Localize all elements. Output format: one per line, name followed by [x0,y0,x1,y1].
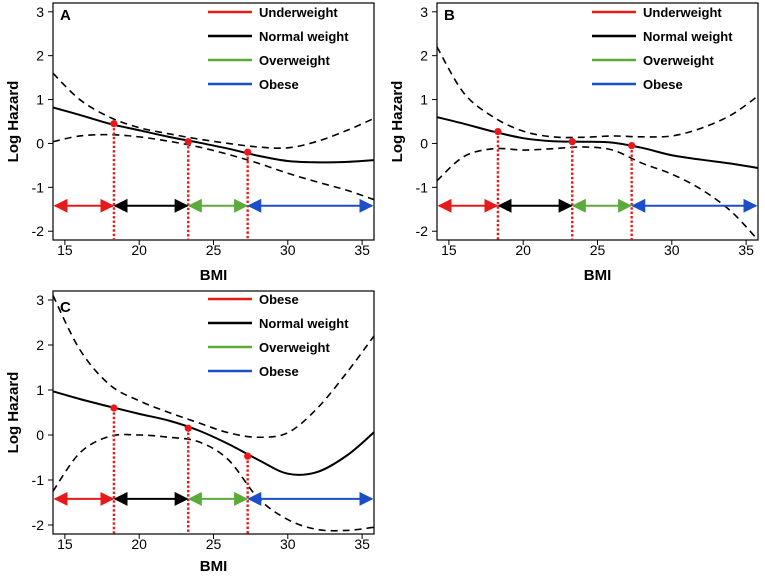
panel-c: 15 20 25 30 35 3 2 1 0 -1 -2 BMI Log Hazard C Obese Nor… [5,290,375,575]
x-tick-label: 35 [354,242,370,258]
legend-label: Normal weight [643,29,733,44]
series-line-estimate [53,390,374,476]
x-axis-label: BMI [584,267,612,284]
y-tick-label: 3 [36,292,44,308]
legend-label: Obese [259,292,299,307]
series-line-lower [437,146,758,240]
x-tick-label: 20 [131,242,147,258]
legend-label: Normal weight [259,29,349,44]
legend: Underweight Normal weight Overweight Obese [208,5,349,92]
legend-label: Obese [259,364,299,379]
cutoff-point [110,120,118,128]
series-line-lower [53,433,374,532]
legend-label: Underweight [643,5,722,20]
y-tick-label: 0 [36,135,44,151]
y-tick-label: 2 [36,48,44,64]
y-tick-label: -1 [32,179,45,195]
cutoff-point [628,142,636,150]
cutoff-point [184,138,192,146]
cutoff-point [184,424,192,432]
y-tick-label: 0 [36,427,44,443]
legend-label: Overweight [259,53,330,68]
x-tick-label: 30 [280,242,296,258]
panel-label: B [444,7,455,24]
y-axis-label: Log Hazard [5,81,22,163]
x-tick-label: 35 [738,242,754,258]
legend-label: Underweight [259,5,338,20]
panel-b: 15 20 25 30 35 3 2 1 0 -1 -2 BMI Log Hazard B Underwei… [389,2,759,284]
x-tick-label: 20 [131,536,147,552]
series-line-estimate [437,116,758,170]
y-tick-label: -1 [32,472,45,488]
x-tick-label: 15 [57,536,73,552]
y-tick-label: 0 [420,135,428,151]
y-tick-label: 1 [36,92,44,108]
panel-label: C [60,299,71,316]
x-tick-label: 25 [590,242,606,258]
legend-label: Overweight [643,53,714,68]
y-tick-label: 3 [36,4,44,20]
x-tick-label: 35 [354,536,370,552]
cutoff-point [244,452,252,460]
panel-label: A [60,7,71,24]
x-tick-label: 20 [515,242,531,258]
series-line-estimate [53,106,374,164]
y-tick-label: -2 [32,517,45,533]
cutoff-point [494,127,502,136]
y-tick-label: -1 [416,179,429,195]
y-axis-label: Log Hazard [5,372,22,454]
x-tick-label: 30 [280,536,296,552]
cutoff-point [568,138,576,146]
x-tick-label: 15 [441,242,457,258]
series-line-lower [53,133,374,201]
y-tick-label: 1 [420,92,428,108]
x-tick-label: 30 [664,242,680,258]
legend-label: Obese [643,77,683,92]
y-tick-label: -2 [32,223,45,239]
cutoff-point [244,148,252,156]
legend-label: Obese [259,77,299,92]
legend-label: Overweight [259,340,330,355]
series-line-upper [437,46,758,139]
y-tick-label: 2 [36,337,44,353]
y-tick-label: 3 [420,4,428,20]
legend: Obese Normal weight Overweight Obese [208,292,349,379]
x-tick-label: 25 [206,242,222,258]
y-axis-label: Log Hazard [389,81,406,163]
panel-a: 15 20 25 30 35 3 2 1 0 -1 -2 BMI Log Hazard A Underwei… [5,2,375,284]
legend: Underweight Normal weight Overweight Obese [592,5,733,92]
y-tick-label: -2 [416,223,429,239]
legend-label: Normal weight [259,316,349,331]
x-axis-label: BMI [200,558,228,575]
y-tick-label: 2 [420,48,428,64]
x-tick-label: 15 [57,242,73,258]
y-tick-label: 1 [36,382,44,398]
cutoff-point [110,404,118,412]
x-axis-label: BMI [200,267,228,284]
x-tick-label: 25 [206,536,222,552]
series-line-upper [53,295,374,439]
